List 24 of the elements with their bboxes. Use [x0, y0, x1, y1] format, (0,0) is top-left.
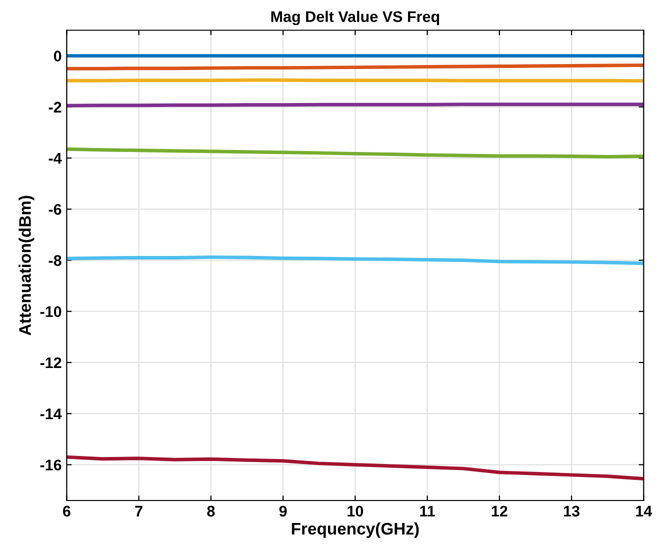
- y-tick-label: -4: [48, 153, 62, 164]
- y-tick-label: -6: [48, 204, 62, 215]
- x-tick-label: 7: [135, 506, 142, 516]
- y-tick-label: 0: [54, 50, 62, 62]
- x-tick-label: 13: [564, 506, 580, 517]
- x-tick-label: 10: [348, 506, 364, 517]
- y-axis-title: Attenuation(dBm): [18, 196, 34, 336]
- y-tick-label: -2: [48, 102, 62, 112]
- x-axis-title: Frequency(GHz): [292, 522, 419, 538]
- line-series: [66, 455, 644, 481]
- y-tick-label: -14: [40, 408, 62, 420]
- y-tick-label: -12: [40, 357, 62, 368]
- line-series: [66, 255, 644, 266]
- x-tick-label: 12: [492, 506, 508, 516]
- line-series: [66, 147, 644, 158]
- chart-title: Mag Delt Value VS Freq: [271, 10, 440, 26]
- x-tick-label: 14: [636, 506, 652, 516]
- x-tick-label: 11: [420, 506, 435, 516]
- x-tick-label: 8: [207, 506, 215, 517]
- y-tick-label: -16: [40, 460, 62, 470]
- y-tick-label: -8: [48, 255, 62, 266]
- x-tick-label: 6: [63, 506, 70, 517]
- y-tick-label: -10: [40, 306, 62, 318]
- x-tick-label: 9: [279, 506, 287, 517]
